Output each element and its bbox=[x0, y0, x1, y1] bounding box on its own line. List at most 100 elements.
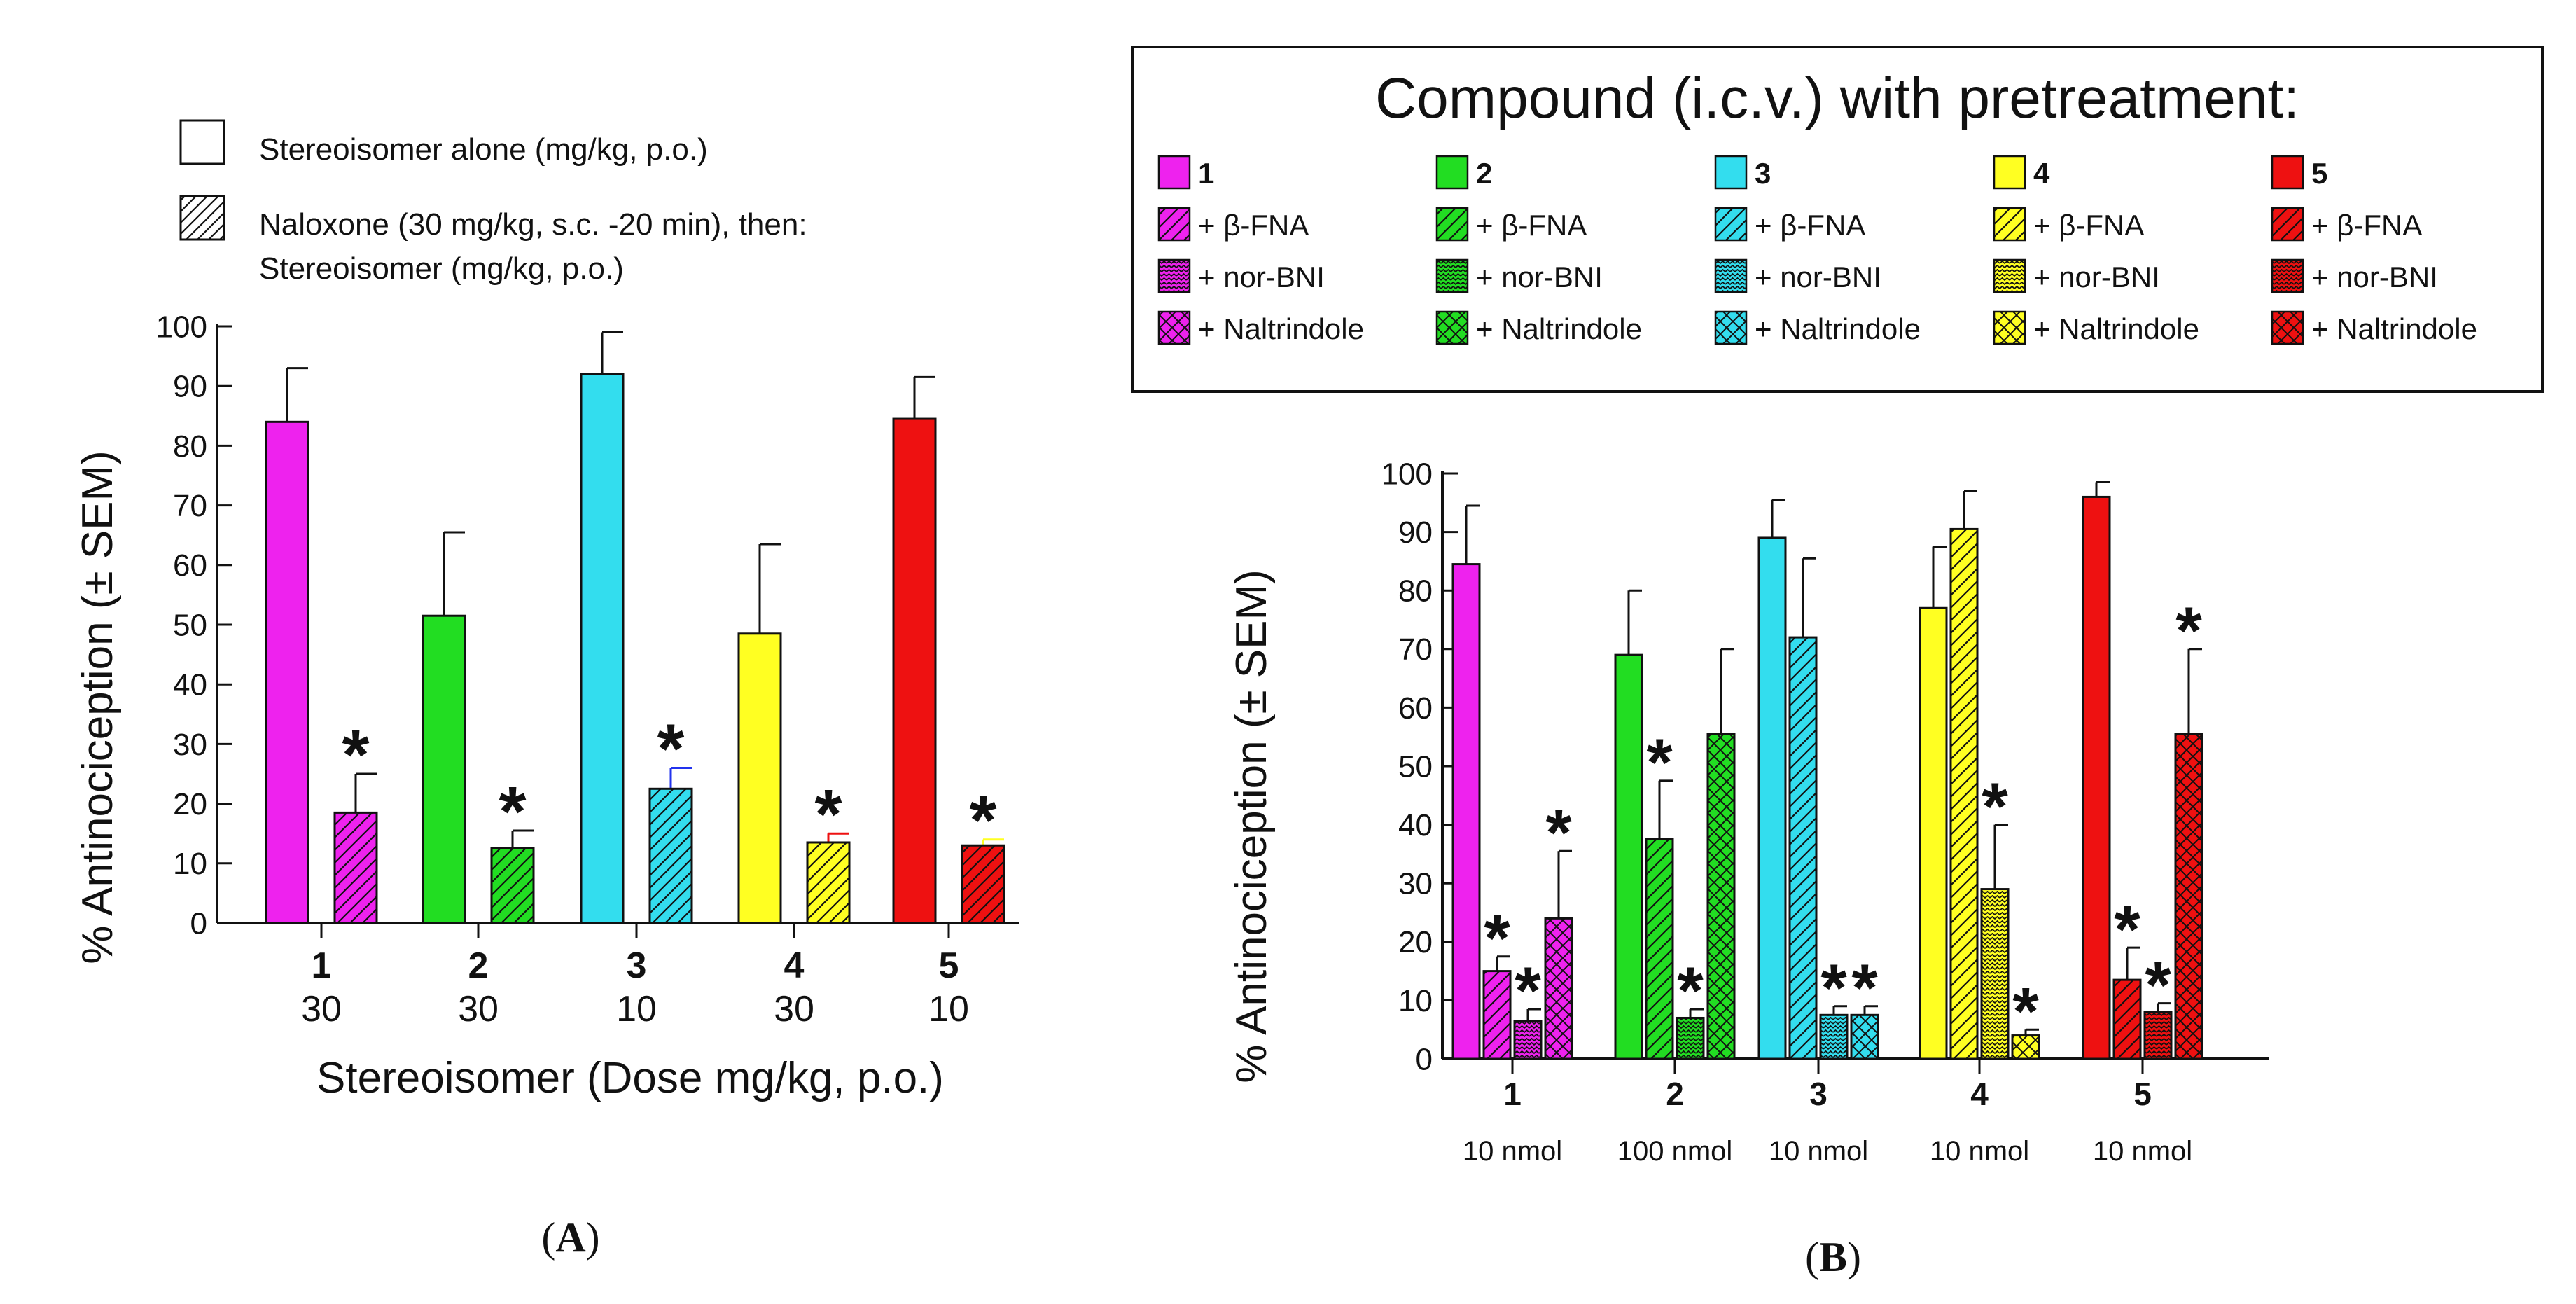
bar-2-2 bbox=[490, 847, 535, 924]
x-dose-label: 100 nmol bbox=[1617, 1136, 1733, 1167]
significance-asterisk: * bbox=[657, 709, 685, 788]
significance-asterisk: * bbox=[1820, 951, 1847, 1026]
bar-1-2 bbox=[1482, 970, 1512, 1060]
bar-1-3 bbox=[1513, 1020, 1543, 1060]
panel-a-x-axis-label: Stereoisomer (Dose mg/kg, p.o.) bbox=[316, 1054, 944, 1102]
legend-entry-label: 1 bbox=[1198, 157, 1214, 190]
legend-swatch bbox=[2271, 155, 2304, 190]
legend-swatch bbox=[1157, 207, 1191, 242]
legend-label-alone: Stereoisomer alone (mg/kg, p.o.) bbox=[259, 132, 708, 167]
bar-4-1 bbox=[1919, 606, 1948, 1060]
legend-entry-label: + β-FNA bbox=[2311, 209, 2422, 242]
y-tick-label: 30 bbox=[1398, 867, 1433, 901]
legend-label-naloxone-line2: Stereoisomer (mg/kg, p.o.) bbox=[259, 251, 624, 286]
x-dose-label: 30 bbox=[301, 989, 342, 1029]
panel-a-y-axis-label: % Antinociception (± SEM) bbox=[74, 450, 122, 964]
significance-asterisk: * bbox=[2012, 974, 2039, 1049]
y-tick-label: 90 bbox=[1398, 515, 1433, 550]
legend-swatch bbox=[1993, 310, 2026, 345]
bar-5-1 bbox=[892, 417, 937, 924]
legend-swatch bbox=[1435, 155, 1469, 190]
significance-asterisk: * bbox=[1484, 901, 1510, 976]
legend-entry-label: + nor-BNI bbox=[1476, 261, 1603, 293]
bar-5-4 bbox=[2174, 733, 2203, 1060]
y-tick-label: 60 bbox=[1398, 691, 1433, 726]
panel-b-caption: (B) bbox=[1805, 1234, 1861, 1280]
legend-entry-label: + nor-BNI bbox=[1755, 261, 1881, 293]
bar-3-1 bbox=[580, 373, 625, 924]
x-category-label: 2 bbox=[1666, 1076, 1684, 1112]
legend-entry-label: + Naltrindole bbox=[1476, 312, 1642, 345]
x-dose-label: 10 bbox=[928, 989, 969, 1029]
x-category-label: 1 bbox=[1503, 1076, 1522, 1112]
significance-asterisk: * bbox=[970, 782, 997, 860]
significance-asterisk: * bbox=[1545, 796, 1572, 871]
bar-3-2 bbox=[648, 787, 693, 924]
y-tick-label: 40 bbox=[1398, 808, 1433, 842]
legend-swatch bbox=[2271, 310, 2304, 345]
bar-5-2 bbox=[2112, 978, 2142, 1060]
y-tick-label: 0 bbox=[1416, 1042, 1433, 1076]
significance-asterisk: * bbox=[1677, 954, 1704, 1029]
significance-asterisk: * bbox=[1515, 954, 1541, 1029]
significance-asterisk: * bbox=[1646, 726, 1673, 800]
y-tick-label: 10 bbox=[173, 847, 207, 881]
y-tick-label: 100 bbox=[1381, 457, 1433, 491]
y-tick-label: 50 bbox=[173, 608, 207, 642]
y-tick-label: 90 bbox=[173, 370, 207, 404]
y-tick-label: 100 bbox=[156, 310, 207, 344]
significance-asterisk: * bbox=[2175, 594, 2202, 669]
legend-entry-label: 2 bbox=[1476, 157, 1492, 190]
y-tick-label: 70 bbox=[173, 489, 207, 523]
bar-4-2 bbox=[1949, 527, 1979, 1060]
y-tick-label: 40 bbox=[173, 668, 207, 702]
legend-entry-label: + nor-BNI bbox=[2311, 261, 2438, 293]
bar-3-1 bbox=[1757, 536, 1787, 1060]
panel-a-caption: (A) bbox=[541, 1214, 599, 1261]
bar-4-3 bbox=[1980, 888, 2010, 1060]
legend-swatch-alone bbox=[179, 119, 225, 165]
bar-2-1 bbox=[1614, 653, 1643, 1060]
legend-swatch bbox=[2271, 258, 2304, 293]
y-tick-label: 10 bbox=[1398, 984, 1433, 1018]
legend-swatch bbox=[1157, 155, 1191, 190]
legend-entry-label: 5 bbox=[2311, 157, 2327, 190]
bar-2-4 bbox=[1706, 733, 1736, 1060]
legend-swatch bbox=[1435, 310, 1469, 345]
bar-2-2 bbox=[1645, 838, 1674, 1060]
legend-swatch bbox=[1714, 258, 1748, 293]
significance-asterisk: * bbox=[499, 772, 527, 851]
y-tick-label: 0 bbox=[190, 906, 207, 941]
y-tick-label: 80 bbox=[173, 429, 207, 464]
legend-entry-label: + Naltrindole bbox=[2311, 312, 2477, 345]
panel-a: Stereoisomer alone (mg/kg, p.o.) Naloxon… bbox=[74, 119, 1019, 1261]
x-dose-label: 30 bbox=[774, 989, 814, 1029]
bar-2-3 bbox=[1676, 1016, 1705, 1060]
bar-2-1 bbox=[422, 614, 466, 924]
x-category-label: 3 bbox=[1809, 1076, 1827, 1112]
legend-entry-label: + Naltrindole bbox=[1755, 312, 1921, 345]
legend-entry-label: + β-FNA bbox=[1198, 209, 1309, 242]
legend-swatch bbox=[1993, 155, 2026, 190]
legend-swatch bbox=[2271, 207, 2304, 242]
x-category-label: 4 bbox=[1970, 1076, 1989, 1112]
y-tick-label: 30 bbox=[173, 728, 207, 762]
legend-swatch-naloxone bbox=[179, 195, 225, 241]
x-dose-label: 10 nmol bbox=[1463, 1136, 1562, 1167]
bar-1-1 bbox=[265, 420, 309, 924]
y-tick-label: 60 bbox=[173, 548, 207, 583]
legend-swatch bbox=[1993, 207, 2026, 242]
x-dose-label: 10 bbox=[616, 989, 657, 1029]
bar-5-2 bbox=[961, 844, 1005, 924]
x-category-label: 5 bbox=[2133, 1076, 2152, 1112]
y-tick-label: 80 bbox=[1398, 574, 1433, 609]
x-category-label: 5 bbox=[939, 945, 959, 986]
panel-b-legend: Compound (i.c.v.) with pretreatment: 1 + … bbox=[1131, 46, 2544, 393]
x-category-label: 2 bbox=[468, 945, 489, 986]
legend-entry-label: + β-FNA bbox=[1755, 209, 1865, 242]
bar-5-3 bbox=[2143, 1011, 2173, 1060]
x-category-label: 1 bbox=[312, 945, 332, 986]
panel-a-legend: Stereoisomer alone (mg/kg, p.o.) Naloxon… bbox=[179, 119, 807, 286]
